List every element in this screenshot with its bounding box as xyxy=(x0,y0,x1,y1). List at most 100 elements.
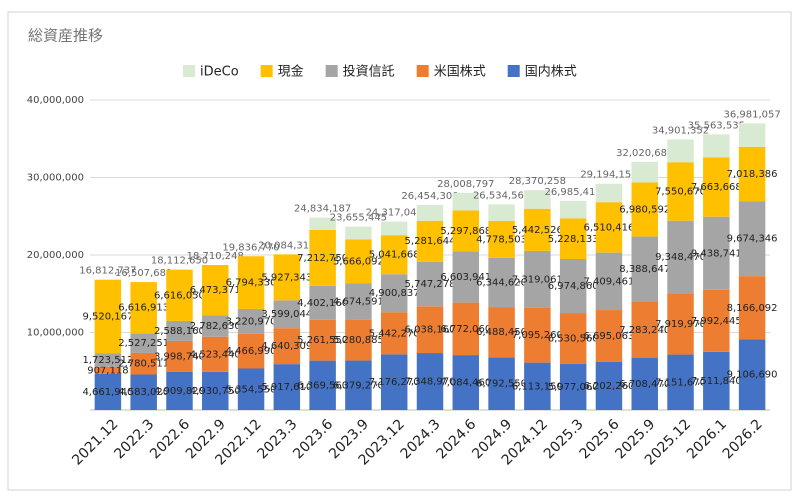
bar-segment xyxy=(130,374,157,410)
bar-segment xyxy=(559,363,587,410)
bar-segment xyxy=(738,201,766,277)
data-label: 2,782,630 xyxy=(190,321,241,332)
data-label: 7,084,460 xyxy=(440,378,491,389)
data-label: 6,772,060 xyxy=(440,324,491,335)
bar-segment xyxy=(94,353,122,367)
bar-segment xyxy=(631,236,658,302)
data-label: 5,927,343 xyxy=(261,272,312,283)
data-label: 6,794,330 xyxy=(226,278,277,289)
data-label: 5,917,610 xyxy=(261,382,312,393)
bar-segment xyxy=(202,315,229,337)
data-label: 5,977,060 xyxy=(548,382,599,393)
data-label: 9,674,346 xyxy=(727,234,778,245)
bar-segment xyxy=(94,373,122,410)
data-label: 6,113,150 xyxy=(512,381,563,392)
total-label: 26,534,566 xyxy=(473,190,530,201)
bar-segment xyxy=(559,200,587,219)
data-label: 7,992,445 xyxy=(691,316,742,327)
bar-segment xyxy=(416,220,444,262)
total-label: 36,981,057 xyxy=(723,109,780,120)
bar-segment xyxy=(166,340,193,372)
bar-segment xyxy=(237,333,265,369)
bar-segment xyxy=(380,235,408,275)
chart-title: 総資産推移 xyxy=(28,27,103,45)
legend-swatch xyxy=(183,65,195,77)
data-label: 5,354,550 xyxy=(226,384,277,395)
bar-segment xyxy=(667,293,694,355)
bar-segment xyxy=(273,364,301,410)
data-label: 8,388,647 xyxy=(619,264,670,275)
data-label: 3,220,970 xyxy=(226,316,277,327)
bar-segment xyxy=(631,358,658,410)
data-label: 4,900,837 xyxy=(369,288,420,299)
data-label: 907,118 xyxy=(87,365,128,376)
data-label: 6,510,416 xyxy=(583,222,634,233)
data-label: 2,527,251 xyxy=(118,338,169,349)
data-label: 6,616,050 xyxy=(154,290,205,301)
total-label: 35,563,535 xyxy=(688,120,745,131)
bar-segment xyxy=(703,216,730,290)
bar-segment xyxy=(703,134,730,158)
data-label: 7,511,840 xyxy=(691,376,742,387)
bar-segment xyxy=(202,336,229,372)
bar-segment xyxy=(380,354,408,410)
total-label: 24,317,047 xyxy=(366,208,423,219)
data-label: 9,106,690 xyxy=(727,370,778,381)
total-label: 18,112,650 xyxy=(151,256,208,267)
bar-segment xyxy=(631,161,658,183)
bar-segment xyxy=(416,204,444,221)
bar-segment xyxy=(524,208,551,251)
legend-label: 現金 xyxy=(278,64,304,80)
bar-segment xyxy=(380,221,408,236)
bar-segment xyxy=(166,320,193,341)
legend-label: 米国株式 xyxy=(434,65,486,80)
bar-segment xyxy=(166,371,193,410)
data-label: 7,409,461 xyxy=(583,276,634,287)
bar-segment xyxy=(452,355,480,410)
bar-segment xyxy=(667,220,694,294)
total-label: 29,194,159 xyxy=(580,170,637,181)
bar-segment xyxy=(524,307,551,363)
data-label: 7,176,270 xyxy=(369,377,420,388)
bar-segment xyxy=(416,306,444,354)
bar-segment xyxy=(166,269,193,321)
total-label: 24,834,187 xyxy=(294,204,351,215)
total-label: 28,008,797 xyxy=(437,179,494,190)
data-label: 6,369,560 xyxy=(297,380,348,391)
data-label: 6,202,260 xyxy=(583,381,634,392)
data-label: 5,228,133 xyxy=(548,234,599,245)
total-label: 32,020,680 xyxy=(616,148,673,159)
total-label: 26,454,300 xyxy=(401,191,458,202)
bar-segment xyxy=(273,328,301,365)
bar-segment xyxy=(345,319,372,361)
bar-segment xyxy=(488,357,515,410)
data-label: 4,402,160 xyxy=(297,298,348,309)
data-label: 6,344,620 xyxy=(476,277,527,288)
total-label: 26,985,417 xyxy=(545,187,602,198)
y-tick-label: 40,000,000 xyxy=(27,95,84,106)
data-label: 5,280,885 xyxy=(333,335,384,346)
data-label: 5,442,270 xyxy=(369,328,420,339)
data-label: 6,974,860 xyxy=(548,281,599,292)
data-label: 5,442,526 xyxy=(512,225,563,236)
bar-segment xyxy=(488,220,515,258)
bar-segment xyxy=(738,123,766,147)
bar-segment xyxy=(631,182,658,237)
data-label: 4,523,440 xyxy=(190,349,241,360)
data-label: 7,663,668 xyxy=(691,182,742,193)
y-tick-label: 30,000,000 xyxy=(27,173,84,184)
total-label: 23,655,445 xyxy=(330,213,387,224)
bar-segment xyxy=(488,257,515,308)
total-label: 28,370,258 xyxy=(509,176,566,187)
bar-segment xyxy=(524,190,551,209)
bar-segment xyxy=(524,250,551,308)
bar-segment xyxy=(738,146,766,202)
bar-segment xyxy=(130,282,157,334)
bar-segment xyxy=(130,352,157,375)
data-label: 5,747,278 xyxy=(405,279,456,290)
total-label: 19,836,770 xyxy=(222,242,279,253)
bar-segment xyxy=(202,371,229,410)
bar-segment xyxy=(703,157,730,217)
y-tick-label: 10,000,000 xyxy=(27,328,84,339)
